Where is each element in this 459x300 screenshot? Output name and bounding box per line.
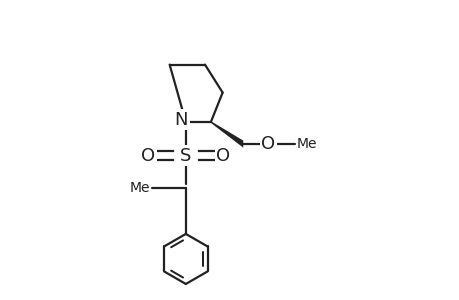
Text: Me: Me xyxy=(130,181,150,195)
Polygon shape xyxy=(210,121,243,148)
Text: N: N xyxy=(174,111,188,129)
Text: O: O xyxy=(141,147,155,165)
Text: O: O xyxy=(216,147,230,165)
Text: O: O xyxy=(261,135,275,153)
Text: S: S xyxy=(180,147,191,165)
Text: Me: Me xyxy=(296,137,316,151)
